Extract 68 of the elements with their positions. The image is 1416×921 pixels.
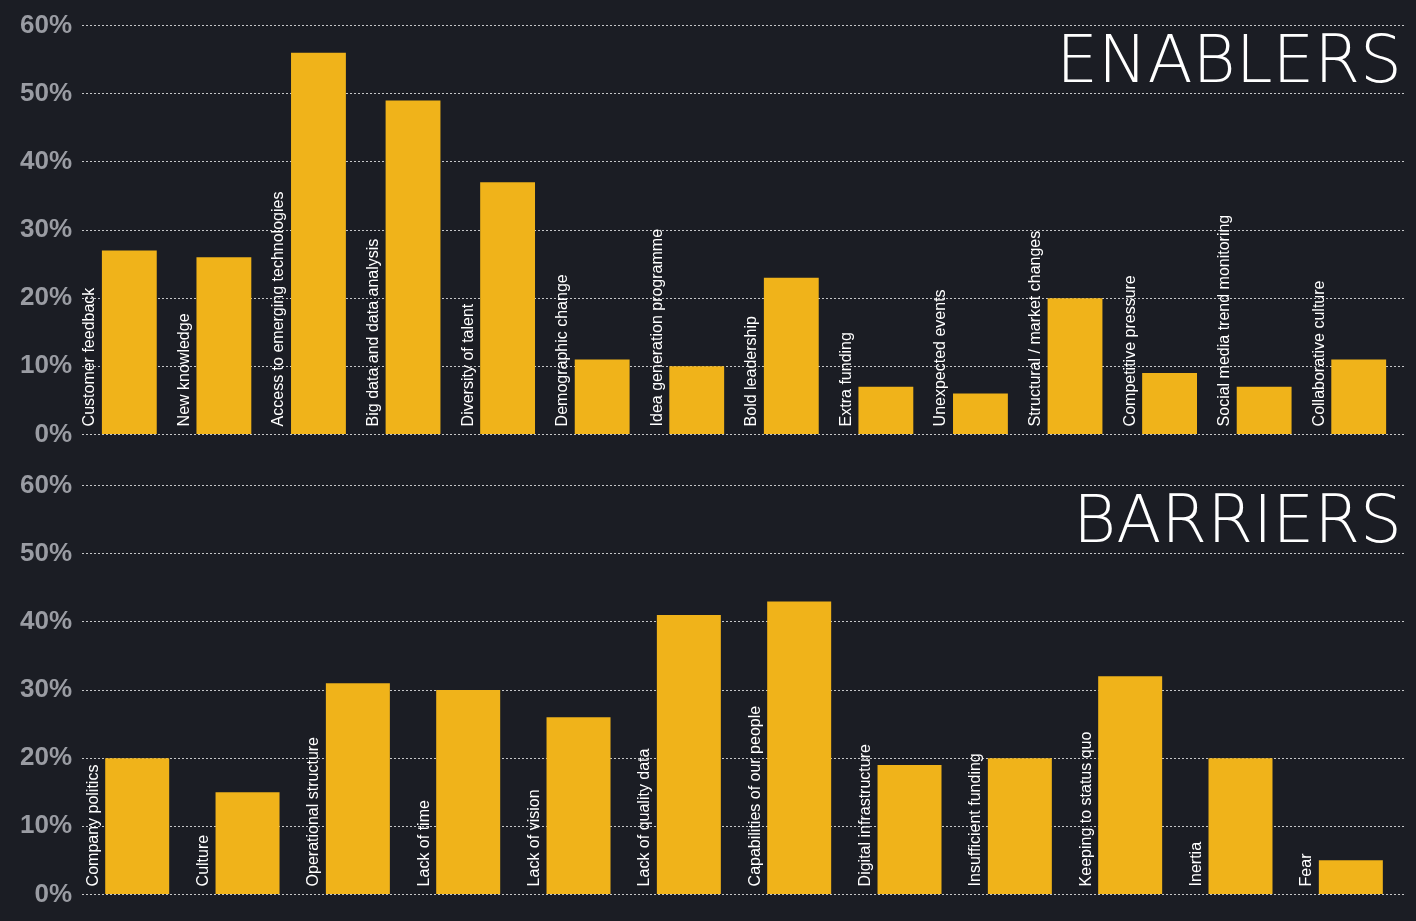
y-tick-label: 40% bbox=[19, 145, 73, 176]
chart-title: BARRIERS bbox=[1072, 480, 1402, 558]
x-tick-label: Customer feedback bbox=[80, 286, 98, 427]
bar bbox=[858, 386, 914, 434]
bar bbox=[385, 100, 441, 434]
bar bbox=[105, 758, 170, 894]
y-tick-label: 30% bbox=[19, 213, 73, 244]
x-tick-label: Collaborative culture bbox=[1309, 280, 1327, 427]
x-tick-label: Competitive pressure bbox=[1120, 275, 1138, 427]
bar bbox=[953, 393, 1008, 434]
x-tick-label: Bold leadership bbox=[742, 316, 760, 427]
x-tick-label: Access to emerging technologies bbox=[269, 191, 287, 427]
bar bbox=[436, 690, 501, 894]
x-tick-label: Operational structure bbox=[304, 736, 322, 887]
bar bbox=[669, 366, 725, 434]
x-tick-label: Company politics bbox=[83, 764, 101, 887]
bar bbox=[1098, 676, 1163, 894]
x-tick-label: Digital infrastructure bbox=[855, 744, 873, 887]
y-tick-label: 20% bbox=[19, 741, 73, 772]
bar bbox=[101, 250, 157, 434]
x-tick-label: Insufficient funding bbox=[966, 753, 984, 887]
y-tick-label: 0% bbox=[34, 417, 73, 448]
bar bbox=[877, 764, 942, 894]
y-tick-label: 50% bbox=[19, 76, 73, 107]
bar bbox=[656, 615, 721, 894]
x-tick-label: Big data and data analysis bbox=[364, 238, 382, 427]
x-tick-label: New knowledge bbox=[174, 313, 192, 427]
bar bbox=[215, 792, 280, 894]
y-tick-label: 60% bbox=[19, 468, 73, 499]
x-tick-label: Lack of time bbox=[414, 800, 432, 887]
y-tick-label: 10% bbox=[19, 809, 73, 840]
bar bbox=[1236, 386, 1292, 434]
y-tick-label: 20% bbox=[19, 281, 73, 312]
bar bbox=[1208, 758, 1273, 894]
x-tick-label: Diversity of talent bbox=[458, 303, 476, 427]
x-tick-label: Culture bbox=[193, 834, 211, 887]
y-tick-label: 30% bbox=[19, 673, 73, 704]
x-tick-label: Lack of vision bbox=[524, 789, 542, 887]
x-tick-label: Keeping to status quo bbox=[1076, 731, 1094, 887]
bar bbox=[1142, 373, 1197, 434]
x-tick-label: Social media trend monitoring bbox=[1215, 214, 1233, 427]
bar bbox=[574, 359, 630, 434]
x-tick-label: Idea generation programme bbox=[647, 228, 665, 427]
bar bbox=[480, 182, 536, 434]
bar bbox=[1318, 860, 1383, 894]
bar bbox=[1331, 359, 1387, 434]
bar bbox=[767, 601, 832, 894]
bar bbox=[1047, 298, 1103, 434]
x-tick-label: Inertia bbox=[1186, 841, 1204, 887]
y-tick-label: 60% bbox=[19, 8, 73, 39]
x-tick-label: Capabilities of our people bbox=[745, 705, 763, 887]
bar bbox=[763, 277, 819, 434]
bar bbox=[325, 683, 390, 894]
x-tick-label: Lack of quality data bbox=[635, 748, 653, 887]
bar bbox=[291, 52, 346, 434]
x-tick-label: Unexpected events bbox=[931, 289, 949, 427]
y-tick-label: 50% bbox=[19, 536, 73, 567]
bar bbox=[196, 257, 252, 434]
x-tick-label: Structural / market changes bbox=[1025, 230, 1043, 427]
chart-title: ENABLERS bbox=[1056, 20, 1402, 98]
bar bbox=[987, 758, 1052, 894]
x-tick-label: Demographic change bbox=[553, 274, 571, 427]
bar bbox=[546, 717, 611, 894]
y-tick-label: 40% bbox=[19, 605, 73, 636]
x-tick-label: Fear bbox=[1297, 852, 1315, 887]
y-tick-label: 10% bbox=[19, 349, 73, 380]
y-tick-label: 0% bbox=[34, 877, 73, 908]
x-tick-label: Extra funding bbox=[836, 332, 854, 427]
